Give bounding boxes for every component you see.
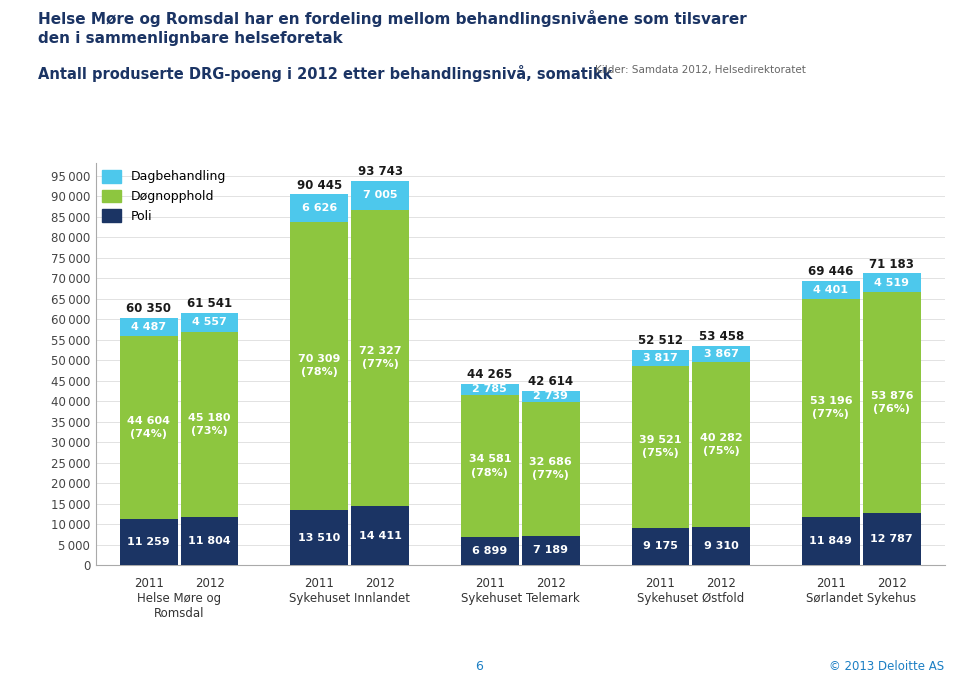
Text: den i sammenlignbare helseforetak: den i sammenlignbare helseforetak [38,31,343,46]
Bar [180,313,239,332]
Text: 44 265: 44 265 [467,368,512,381]
Text: Helse Møre og Romsdal har en fordeling mellom behandlingsnivåene som tilsvarer: Helse Møre og Romsdal har en fordeling m… [38,10,747,27]
Text: 7 189: 7 189 [533,545,568,556]
Bar [632,350,690,366]
Text: Sørlandet Sykehus: Sørlandet Sykehus [807,592,917,605]
Bar [351,181,409,210]
Bar [632,366,690,528]
Text: 2011: 2011 [134,577,164,590]
Text: 11 849: 11 849 [809,536,853,546]
Text: 53 196
(77%): 53 196 (77%) [809,396,853,419]
Bar [180,517,239,565]
Text: 4 557: 4 557 [192,317,227,328]
Text: © 2013 Deloitte AS: © 2013 Deloitte AS [830,660,945,673]
Bar [863,513,921,565]
Text: 14 411: 14 411 [359,530,402,541]
Text: 93 743: 93 743 [358,165,403,178]
Bar [291,194,348,221]
Bar [120,519,177,565]
Text: 32 686
(77%): 32 686 (77%) [529,457,573,480]
Bar [802,281,860,298]
Bar [863,292,921,513]
Legend: Dagbehandling, Døgnopphold, Poli: Dagbehandling, Døgnopphold, Poli [103,170,226,223]
Text: 4 487: 4 487 [131,322,166,332]
Bar [802,517,860,565]
Bar [180,332,239,517]
Bar [692,527,750,565]
Text: 2012: 2012 [195,577,224,590]
Text: 4 401: 4 401 [813,285,849,294]
Text: 12 787: 12 787 [871,534,913,544]
Text: 2011: 2011 [645,577,675,590]
Bar [692,362,750,527]
Text: 6 626: 6 626 [302,203,337,213]
Bar [351,210,409,506]
Bar [120,318,177,336]
Text: 52 512: 52 512 [638,334,683,347]
Text: 90 445: 90 445 [296,178,342,191]
Bar [351,506,409,565]
Text: 69 446: 69 446 [808,265,854,278]
Text: 34 581
(78%): 34 581 (78%) [469,454,511,477]
Text: 2012: 2012 [365,577,395,590]
Text: 70 309
(78%): 70 309 (78%) [298,354,340,377]
Text: 40 282
(75%): 40 282 (75%) [700,433,742,456]
Bar [461,384,519,395]
Text: Antall produserte DRG-poeng i 2012 etter behandlingsnivå, somatikk: Antall produserte DRG-poeng i 2012 etter… [38,65,613,82]
Bar [802,298,860,517]
Text: 7 005: 7 005 [363,190,397,200]
Text: 72 327
(77%): 72 327 (77%) [359,346,402,370]
Text: 2011: 2011 [475,577,504,590]
Text: 61 541: 61 541 [187,297,232,310]
Text: 2012: 2012 [877,577,906,590]
Text: 11 259: 11 259 [128,537,170,547]
Text: 2 785: 2 785 [473,385,507,394]
Bar [461,537,519,565]
Text: 2012: 2012 [706,577,737,590]
Text: Sykehuset Østfold: Sykehuset Østfold [637,592,744,605]
Text: 2 739: 2 739 [533,391,568,401]
Text: Sykehuset Telemark: Sykehuset Telemark [461,592,579,605]
Text: 6: 6 [476,660,483,673]
Text: 13 510: 13 510 [298,533,340,543]
Bar [632,528,690,565]
Text: 4 519: 4 519 [875,278,909,287]
Text: 3 867: 3 867 [704,349,738,359]
Bar [863,273,921,292]
Text: Sykehuset Innlandet: Sykehuset Innlandet [290,592,410,605]
Bar [120,336,177,519]
Bar [522,390,579,402]
Bar [461,395,519,537]
Text: 3 817: 3 817 [643,353,678,363]
Text: 60 350: 60 350 [127,302,172,315]
Text: 2011: 2011 [304,577,335,590]
Text: Kilder: Samdata 2012, Helsedirektoratet: Kilder: Samdata 2012, Helsedirektoratet [595,65,806,75]
Bar [522,536,579,565]
Text: 53 876
(76%): 53 876 (76%) [871,391,913,414]
Text: 9 310: 9 310 [704,541,738,551]
Text: 11 804: 11 804 [188,536,231,546]
Text: 2012: 2012 [536,577,566,590]
Text: 6 899: 6 899 [472,546,507,556]
Text: 2011: 2011 [816,577,846,590]
Bar [522,402,579,536]
Text: 45 180
(73%): 45 180 (73%) [188,413,231,436]
Bar [291,510,348,565]
Text: 39 521
(75%): 39 521 (75%) [639,435,682,458]
Bar [692,346,750,362]
Text: Helse Møre og
Romsdal: Helse Møre og Romsdal [137,592,222,620]
Text: 42 614: 42 614 [528,375,573,387]
Text: 71 183: 71 183 [869,257,914,270]
Bar [291,221,348,510]
Text: 53 458: 53 458 [698,330,744,343]
Text: 9 175: 9 175 [643,541,678,552]
Text: 44 604
(74%): 44 604 (74%) [128,416,171,439]
